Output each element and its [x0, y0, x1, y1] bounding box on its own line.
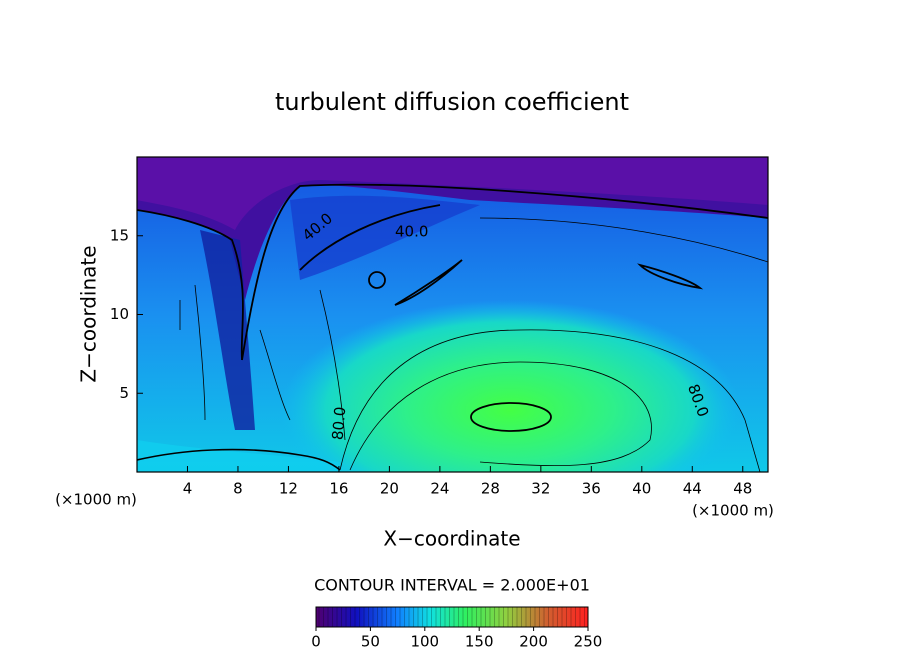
- x-tick-label: 40: [632, 480, 651, 498]
- x-unit: (×1000 m): [55, 491, 137, 509]
- chart-title: turbulent diffusion coefficient: [275, 88, 629, 116]
- contour-interval: CONTOUR INTERVAL = 2.000E+01: [314, 576, 590, 595]
- colorbar-frame: [315, 606, 589, 628]
- colorbar-tick-label: 0: [311, 633, 321, 651]
- colorbar-stripes: [318, 607, 585, 627]
- x-unit: (×1000 m): [692, 502, 774, 520]
- x-tick-label: 12: [279, 480, 298, 498]
- x-tick-label: 32: [531, 480, 550, 498]
- y-tick-label: 5: [119, 384, 129, 402]
- x-tick-label: 24: [430, 480, 449, 498]
- colorbar-tick-label: 150: [465, 633, 494, 651]
- colorbar: [316, 607, 588, 627]
- x-tick-label: 48: [733, 480, 752, 498]
- y-axis-label: Z−coordinate: [77, 245, 101, 382]
- x-tick-label: 28: [481, 480, 500, 498]
- x-tick-label: 4: [183, 480, 193, 498]
- colorbar-tick-label: 50: [361, 633, 380, 651]
- x-axis-label: X−coordinate: [383, 527, 520, 551]
- y-tick-label: 15: [110, 226, 129, 244]
- field: 40.0 40.0 80.0 80.0: [137, 157, 768, 472]
- colorbar-tick-label: 200: [519, 633, 548, 651]
- contour-label: 40.0: [395, 223, 428, 241]
- x-tick-label: 20: [380, 480, 399, 498]
- x-tick-label: 36: [582, 480, 601, 498]
- x-tick-label: 16: [329, 480, 348, 498]
- x-tick-label: 8: [233, 480, 243, 498]
- colorbar-tick-label: 100: [410, 633, 439, 651]
- x-tick-label: 44: [683, 480, 702, 498]
- colorbar-tick-label: 250: [574, 633, 603, 651]
- contour-label: 80.0: [329, 406, 350, 441]
- y-tick-label: 10: [110, 305, 129, 323]
